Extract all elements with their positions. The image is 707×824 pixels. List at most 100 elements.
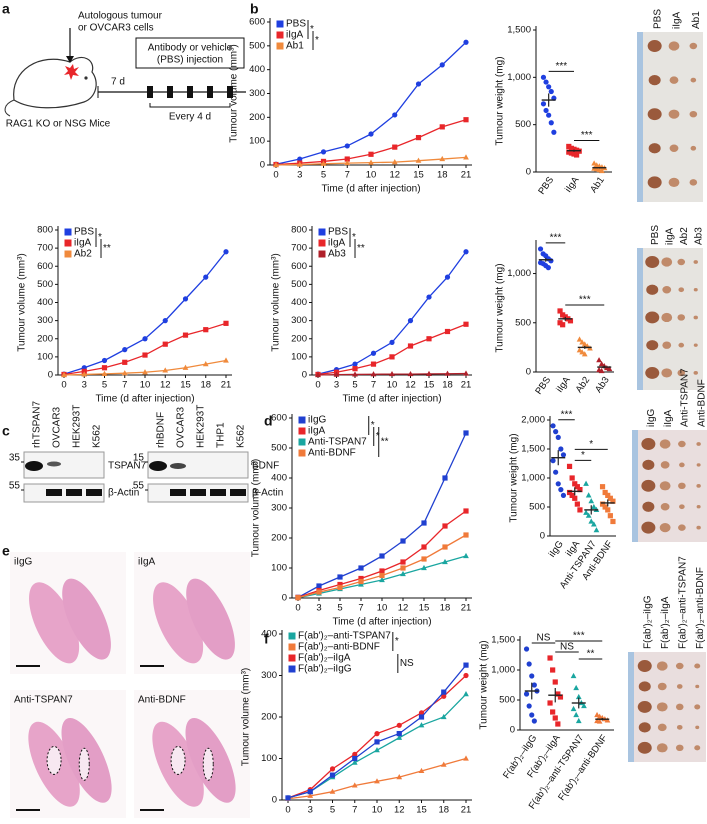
data-point: [444, 370, 451, 376]
x-tick-label: 15: [419, 603, 430, 614]
injection-mark: [147, 86, 153, 98]
data-point: [588, 518, 595, 524]
x-tick-label: 15: [180, 380, 191, 391]
data-point: [557, 308, 563, 314]
tumour: [657, 723, 667, 732]
legend-swatch: [318, 228, 326, 236]
tumour: [647, 40, 662, 52]
x-tick-label: 7: [352, 805, 357, 816]
y-tick-label: 200: [37, 333, 53, 344]
x-tick-label: 3: [334, 380, 339, 391]
lane-label: OVCAR3: [176, 406, 187, 448]
cells-label: Autologous tumour: [78, 11, 163, 22]
data-point: [463, 39, 469, 45]
significance-label: ***: [581, 130, 593, 141]
legend-label: Ab3: [328, 249, 346, 260]
y-tick-label: 100: [249, 136, 265, 147]
data-point: [351, 782, 358, 788]
photo-label: Ab3: [693, 227, 704, 245]
significance-label: *: [98, 232, 102, 243]
blot-band: [170, 489, 186, 496]
tumour: [660, 461, 670, 469]
data-point: [122, 359, 128, 365]
blot-panel: [23, 483, 105, 503]
tumour: [677, 369, 686, 377]
photo-ruler: [637, 248, 643, 390]
delay-label: 7 d: [111, 77, 125, 88]
y-tick-label: 0: [540, 531, 545, 542]
data-point: [570, 672, 577, 679]
data-point: [548, 88, 554, 95]
data-point: [352, 371, 358, 377]
data-point: [596, 357, 602, 363]
data-point: [550, 709, 556, 715]
data-point: [329, 766, 336, 772]
tumour: [669, 76, 679, 84]
tumour: [678, 440, 686, 448]
data-point: [61, 371, 67, 378]
y-axis-label: Tumour weight (mg): [479, 640, 490, 729]
injection-label: Antibody or vehicle: [148, 43, 233, 54]
data-point: [407, 343, 414, 349]
data-point: [101, 357, 108, 364]
tumour: [668, 41, 680, 51]
data-point: [421, 544, 427, 550]
data-point: [374, 739, 380, 745]
data-point: [550, 667, 556, 673]
data-point: [596, 718, 603, 724]
histology-label: iIgA: [138, 557, 156, 568]
x-tick-label: 12: [405, 380, 416, 391]
tissue: [153, 582, 204, 664]
data-point: [396, 731, 402, 737]
tumour: [693, 343, 698, 347]
data-point: [590, 521, 597, 527]
data-point: [540, 74, 547, 80]
data-point: [463, 117, 469, 123]
y-tick-label: 100: [291, 351, 307, 362]
tumour: [679, 462, 685, 468]
cells-label: or OVCAR3 cells: [78, 23, 154, 34]
photo-label: F(ab′)₂–iIgG: [642, 595, 653, 649]
tumour: [645, 311, 660, 324]
y-tick-label: 0: [526, 167, 531, 178]
panel-label: d: [264, 413, 273, 429]
data-point: [440, 713, 447, 720]
data-point: [400, 559, 406, 565]
y-tick-label: 600: [271, 413, 287, 424]
y-tick-label: 800: [37, 225, 53, 236]
series-line: [297, 534, 467, 599]
x-tick-label: 3: [308, 805, 313, 816]
data-point: [463, 370, 469, 376]
interval-bracket: [149, 103, 231, 108]
blot-band: [25, 461, 43, 471]
data-point: [296, 161, 303, 167]
x-tick-label: 18: [200, 380, 211, 391]
series-line: [275, 41, 467, 165]
series-line: [317, 323, 467, 376]
tumour: [646, 284, 659, 295]
y-tick-label: 2,000: [521, 415, 545, 426]
photo-label: Anti-TSPAN7: [680, 368, 691, 427]
y-tick-label: 200: [249, 112, 265, 123]
tissue: [29, 582, 80, 664]
data-point: [557, 694, 564, 700]
blot-band: [170, 463, 186, 469]
legend-swatch: [288, 654, 296, 662]
data-point: [101, 370, 108, 376]
data-point: [585, 492, 592, 498]
legend-label: iIgA: [74, 238, 92, 249]
data-point: [560, 452, 567, 458]
x-axis-label: Time (d after injection): [332, 617, 431, 628]
necrosis: [170, 745, 186, 775]
y-tick-label: 700: [291, 243, 307, 254]
y-tick-label: 400: [249, 64, 265, 75]
data-point: [553, 429, 559, 435]
y-tick-label: 200: [291, 333, 307, 344]
data-point: [558, 487, 564, 493]
data-point: [463, 755, 469, 761]
significance-label: NS: [400, 658, 414, 669]
legend-label: PBS: [74, 227, 94, 238]
tumour: [690, 145, 697, 151]
x-tick-label: 15: [416, 805, 427, 816]
x-tick-label: 10: [387, 380, 398, 391]
